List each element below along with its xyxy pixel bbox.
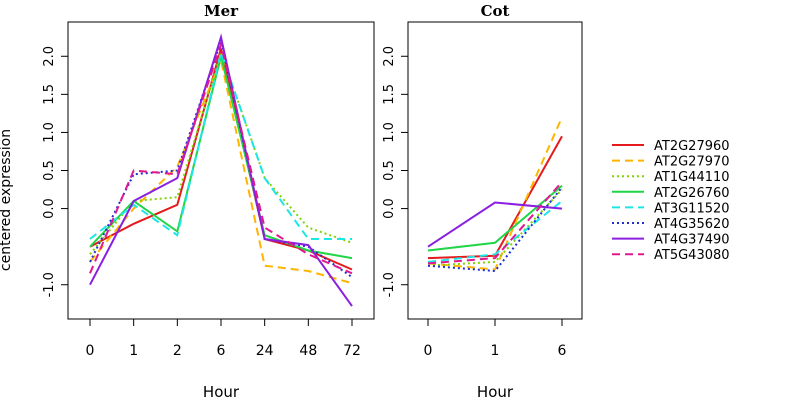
x-tick-label: 72: [343, 343, 361, 359]
legend-item: AT1G44110: [612, 170, 730, 185]
y-tick-label: 1.5: [382, 84, 397, 105]
panel-title: Mer: [204, 2, 239, 20]
x-tick-label: 1: [129, 343, 138, 359]
legend-item: AT2G27970: [612, 155, 730, 170]
x-tick-label: 0: [86, 343, 95, 359]
series-line-at4g37490: [427, 201, 563, 248]
chart-panels: Mer -1.0 0.0 0.5 1.0 1.5 2.0 0 1 2 6 24 48 72 Hour Cot -…: [42, 2, 583, 400]
series-line-at2g26760: [89, 56, 353, 260]
series-line-at4g37490: [89, 33, 353, 307]
x-tick-label: 24: [256, 343, 274, 359]
x-tick-label: 0: [424, 343, 433, 359]
legend-label: AT2G26760: [654, 186, 730, 201]
legend: AT2G27960AT2G27970AT1G44110AT2G26760AT3G…: [612, 139, 730, 263]
x-tick-label: 6: [217, 343, 226, 359]
legend-label: AT2G27970: [654, 155, 730, 170]
y-tick-label: 1.5: [42, 84, 57, 105]
x-axis-label: Hour: [203, 383, 240, 400]
y-tick-label: 2.0: [42, 46, 57, 67]
y-tick-label: 1.0: [382, 122, 397, 143]
legend-item: AT2G26760: [612, 186, 730, 201]
y-tick-label: 0.0: [42, 198, 57, 219]
series-line-at1g44110: [89, 49, 353, 255]
x-tick-label: 48: [299, 343, 317, 359]
x-tick-label: 2: [173, 343, 182, 359]
panel-mer: Mer -1.0 0.0 0.5 1.0 1.5 2.0 0 1 2 6 24 48 72 Hour: [42, 2, 375, 400]
y-tick-label: 2.0: [382, 46, 397, 67]
legend-label: AT4G37490: [654, 233, 730, 248]
y-axis-label: centered expression: [0, 129, 14, 271]
x-tick-label: 1: [491, 343, 500, 359]
series-line-at2g27960: [89, 48, 353, 271]
legend-item: AT4G37490: [612, 233, 730, 248]
series-line-at3g11520: [89, 48, 352, 240]
series-line-at4g35620: [89, 37, 353, 278]
panel-cot: Cot -1.0 0.0 0.5 1.0 1.5 2.0 0 1 6 Hour: [382, 2, 583, 400]
y-tick-label: 0.5: [42, 160, 57, 181]
series-line-at2g27970: [89, 56, 353, 285]
y-tick-label: -1.0: [382, 272, 397, 297]
legend-label: AT1G44110: [654, 170, 730, 185]
y-tick-label: -1.0: [42, 272, 57, 297]
y-tick-label: 0.0: [382, 198, 397, 219]
y-tick-label: 0.5: [382, 160, 397, 181]
legend-item: AT2G27960: [612, 139, 730, 154]
plot-frame: [407, 21, 583, 320]
legend-item: AT3G11520: [612, 201, 730, 216]
series-line-at2g26760: [427, 184, 563, 252]
series-line-at5g43080: [89, 41, 353, 275]
panel-title: Cot: [481, 2, 510, 20]
series-line-at3g11520: [427, 200, 563, 263]
legend-label: AT2G27960: [654, 139, 730, 154]
legend-item: AT5G43080: [612, 248, 730, 263]
legend-label: AT3G11520: [654, 201, 730, 216]
legend-label: AT4G35620: [654, 217, 730, 232]
legend-item: AT4G35620: [612, 217, 730, 232]
y-tick-label: 1.0: [42, 122, 57, 143]
series-line-at5g43080: [427, 181, 563, 265]
legend-label: AT5G43080: [654, 248, 730, 263]
series-line-at2g27960: [427, 135, 563, 260]
x-axis-label: Hour: [477, 383, 514, 400]
series-line-at2g27970: [427, 116, 563, 271]
x-tick-label: 6: [558, 343, 567, 359]
